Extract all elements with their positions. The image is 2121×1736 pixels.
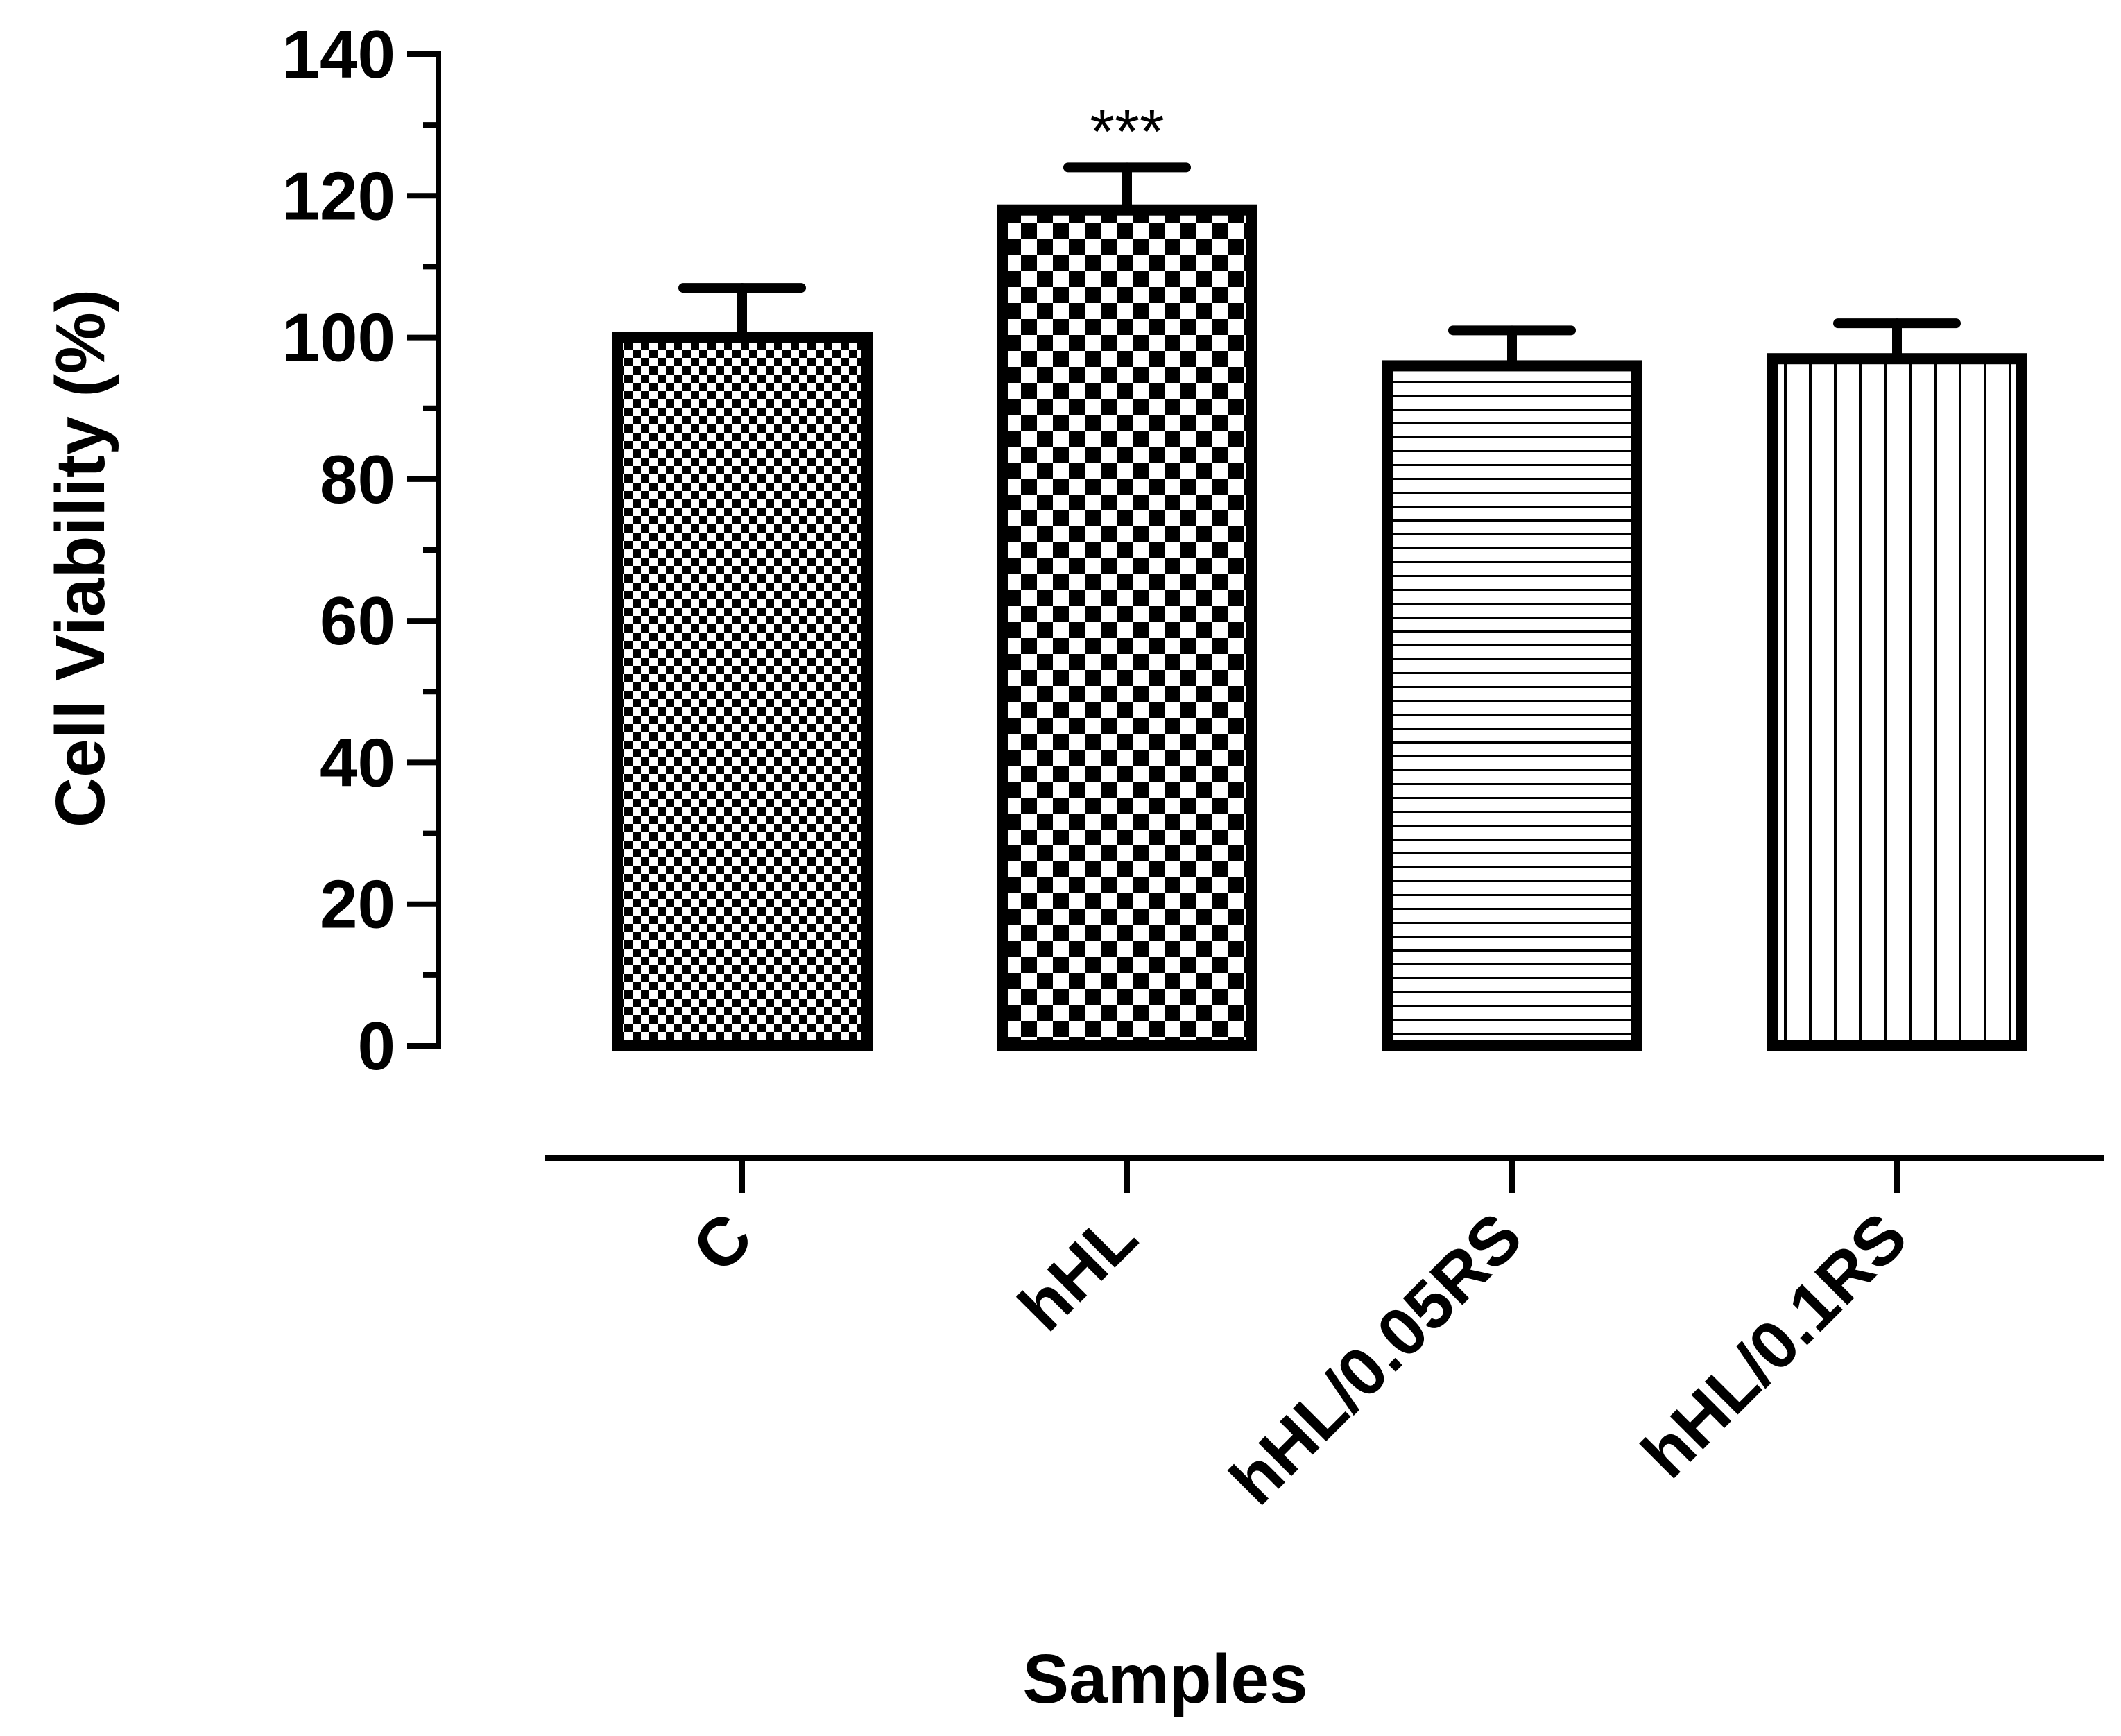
y-tick-label: 80 xyxy=(320,441,395,517)
y-tick-label: 0 xyxy=(357,1008,395,1084)
y-axis: 0 20 40 60 80 100 120 140 xyxy=(282,16,441,1084)
y-axis-title: Cell Viability (%) xyxy=(42,289,119,827)
bars: *** xyxy=(612,96,2027,1052)
x-tick-label: hHL/0.1RS xyxy=(1627,1198,1921,1492)
y-tick-label: 100 xyxy=(282,300,395,376)
y-tick-label: 140 xyxy=(282,16,395,92)
x-tick-label: hHL/0.05RS xyxy=(1215,1198,1536,1519)
bar-hhl-0-05rs xyxy=(1382,360,1642,1051)
bar-hhl xyxy=(997,204,1257,1052)
bar-hhl-0-1rs xyxy=(1767,353,2027,1051)
y-tick-label: 20 xyxy=(320,866,395,943)
y-tick-label: 120 xyxy=(282,157,395,234)
y-tick-label: 60 xyxy=(320,583,395,659)
x-tick-label: hHL xyxy=(1004,1198,1151,1345)
y-tick-label: 40 xyxy=(320,724,395,800)
significance-label: *** xyxy=(1090,96,1164,167)
x-tick-label: C xyxy=(678,1198,766,1287)
bar-c xyxy=(612,332,873,1052)
x-axis-title: Samples xyxy=(1022,1640,1307,1718)
